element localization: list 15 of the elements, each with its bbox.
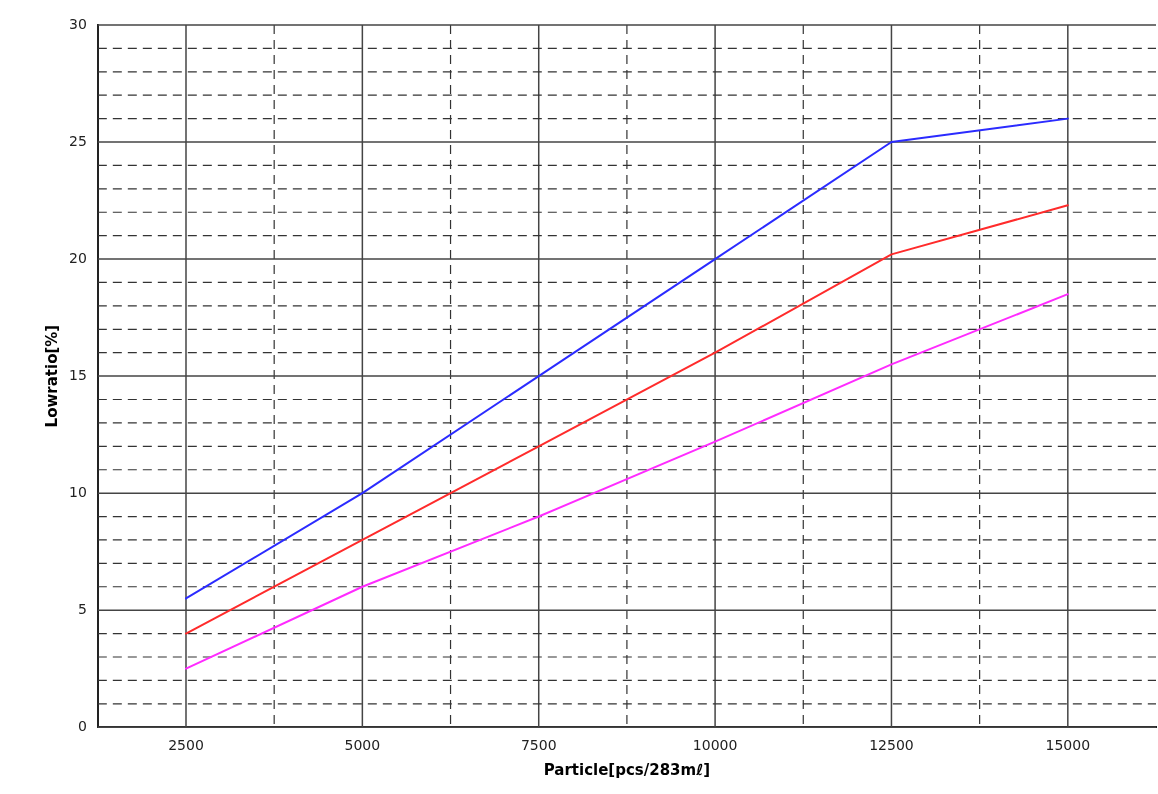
x-tick-label: 5000 — [344, 737, 381, 754]
y-tick-label: 5 — [77, 600, 87, 617]
y-tick-label: 25 — [68, 132, 87, 149]
x-tick-label: 2500 — [168, 737, 204, 754]
x-tick-label: 15000 — [1045, 737, 1091, 754]
y-tick-label: 15 — [68, 366, 87, 383]
y-tick-label: 30 — [68, 15, 87, 32]
x-tick-label: 7500 — [520, 737, 557, 754]
y-tick-label: 0 — [77, 717, 87, 734]
x-tick-label: 12500 — [869, 737, 914, 754]
y-tick-label: 10 — [68, 483, 87, 500]
y-tick-label: 20 — [68, 249, 87, 266]
x-tick-label: 10000 — [692, 737, 738, 754]
x-axis-title: Particle[pcs/283mℓ] — [543, 760, 711, 779]
y-axis-title: Lowratio[%] — [42, 324, 61, 428]
